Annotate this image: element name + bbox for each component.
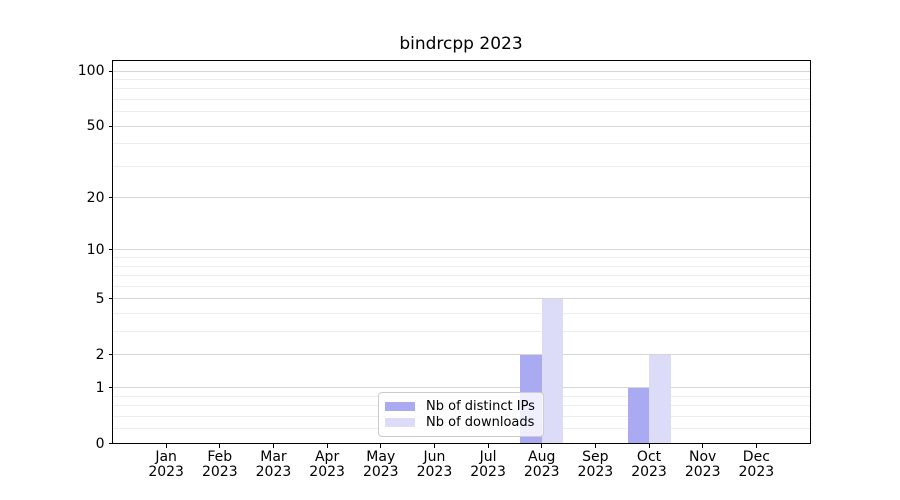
y-tick-label: 2 [95, 346, 105, 363]
gridline-major [113, 70, 810, 72]
y-tick [108, 125, 113, 127]
chart-title: bindrcpp 2023 [399, 34, 523, 54]
x-tick [433, 443, 435, 448]
gridline-minor [113, 143, 810, 145]
y-tick [108, 387, 113, 389]
gridline-minor [113, 88, 810, 90]
gridline-minor [113, 111, 810, 113]
x-tick [219, 443, 221, 448]
x-tick-label: May 2023 [362, 448, 399, 480]
legend-swatch-icon [385, 401, 415, 412]
x-tick-label: Nov 2023 [684, 448, 721, 480]
x-tick-label: Apr 2023 [309, 448, 345, 480]
y-tick [108, 354, 113, 356]
gridline-major [113, 249, 810, 251]
x-tick-label: Jun 2023 [416, 448, 453, 480]
gridline-major [113, 298, 810, 300]
y-tick-label: 50 [86, 118, 105, 135]
y-tick-label: 5 [95, 290, 105, 307]
gridline-minor [113, 313, 810, 315]
legend-label: Nb of distinct IPs [426, 399, 535, 414]
gridline-minor [113, 78, 810, 80]
x-tick [702, 443, 704, 448]
x-tick-label: Mar 2023 [255, 448, 292, 480]
bar-distinct-ips-oct [627, 387, 650, 444]
bar-downloads-aug [541, 298, 564, 444]
x-tick [648, 443, 650, 448]
y-tick-label: 0 [95, 435, 105, 452]
y-tick [108, 443, 113, 444]
y-tick [108, 70, 113, 72]
x-tick [755, 443, 757, 448]
x-tick [326, 443, 328, 448]
gridline-major [113, 354, 810, 356]
gridline-major [113, 197, 810, 199]
gridline-major [113, 387, 810, 389]
x-tick [272, 443, 274, 448]
x-tick-label: Jul 2023 [470, 448, 506, 480]
bar-downloads-oct [649, 354, 671, 444]
gridline-minor [113, 331, 810, 333]
x-tick-label: Aug 2023 [523, 448, 560, 480]
x-tick [594, 443, 596, 448]
x-tick [165, 443, 167, 448]
x-tick-label: Feb 2023 [201, 448, 238, 480]
legend-label: Nb of downloads [426, 415, 535, 430]
legend-row: Nb of downloads [385, 415, 536, 430]
gridline-minor [113, 98, 810, 100]
x-tick-label: Oct 2023 [631, 448, 667, 480]
gridline-minor [113, 265, 810, 267]
x-tick-label: Dec 2023 [738, 448, 775, 480]
gridline-minor [113, 165, 810, 167]
y-tick-label: 20 [86, 189, 105, 206]
gridline-minor [113, 285, 810, 287]
y-tick-label: 1 [95, 379, 105, 396]
y-tick [108, 197, 113, 199]
legend-swatch-icon [385, 417, 415, 428]
gridline-major [113, 125, 810, 127]
y-tick [108, 249, 113, 251]
gridline-minor [113, 257, 810, 259]
x-tick-label: Jan 2023 [148, 448, 184, 480]
x-tick [380, 443, 382, 448]
y-tick-label: 10 [86, 241, 105, 258]
gridline-minor [113, 275, 810, 277]
legend: Nb of distinct IPs Nb of downloads [378, 392, 544, 437]
y-tick [108, 298, 113, 300]
x-tick [541, 443, 543, 448]
x-tick [487, 443, 489, 448]
y-tick-label: 100 [77, 63, 105, 79]
legend-row: Nb of distinct IPs [385, 399, 536, 414]
x-tick-label: Sep 2023 [577, 448, 614, 480]
